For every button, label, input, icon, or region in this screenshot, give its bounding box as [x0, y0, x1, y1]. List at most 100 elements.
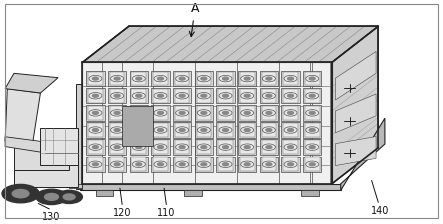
Circle shape	[158, 129, 163, 131]
Polygon shape	[195, 140, 213, 155]
Circle shape	[244, 163, 250, 166]
Polygon shape	[153, 140, 168, 154]
Circle shape	[288, 163, 293, 166]
Text: 110: 110	[157, 208, 175, 218]
Circle shape	[45, 194, 58, 200]
Circle shape	[136, 163, 142, 166]
Polygon shape	[108, 71, 126, 86]
Circle shape	[222, 163, 229, 166]
Polygon shape	[303, 71, 321, 86]
Polygon shape	[173, 157, 191, 172]
Polygon shape	[153, 72, 168, 85]
Polygon shape	[86, 105, 105, 121]
Circle shape	[179, 94, 185, 97]
Text: A: A	[189, 2, 199, 37]
Polygon shape	[153, 106, 168, 120]
Polygon shape	[40, 128, 78, 165]
Circle shape	[63, 194, 75, 200]
Polygon shape	[132, 89, 146, 103]
Polygon shape	[303, 157, 321, 172]
Circle shape	[93, 163, 98, 166]
Polygon shape	[153, 123, 168, 137]
Polygon shape	[238, 105, 256, 121]
Polygon shape	[197, 89, 211, 103]
Polygon shape	[238, 157, 256, 172]
Circle shape	[201, 94, 207, 97]
Polygon shape	[108, 88, 126, 103]
Polygon shape	[281, 105, 299, 121]
Polygon shape	[132, 106, 146, 120]
Polygon shape	[132, 72, 146, 85]
Polygon shape	[130, 140, 148, 155]
Polygon shape	[305, 106, 319, 120]
Circle shape	[179, 111, 185, 114]
Circle shape	[158, 146, 163, 149]
Polygon shape	[110, 123, 124, 137]
Polygon shape	[175, 72, 190, 85]
Polygon shape	[130, 122, 148, 138]
Circle shape	[266, 129, 272, 131]
Circle shape	[36, 189, 67, 205]
Circle shape	[136, 111, 142, 114]
Polygon shape	[5, 137, 47, 153]
Polygon shape	[261, 89, 276, 103]
Polygon shape	[130, 157, 148, 172]
Circle shape	[244, 77, 250, 80]
Polygon shape	[260, 140, 278, 155]
Polygon shape	[14, 154, 78, 187]
Polygon shape	[261, 123, 276, 137]
Polygon shape	[152, 140, 170, 155]
Polygon shape	[108, 157, 126, 172]
Polygon shape	[238, 88, 256, 103]
Polygon shape	[173, 140, 191, 155]
Polygon shape	[281, 157, 299, 172]
Circle shape	[266, 163, 272, 166]
Polygon shape	[260, 122, 278, 138]
Polygon shape	[195, 71, 213, 86]
Circle shape	[93, 129, 98, 131]
Polygon shape	[217, 157, 235, 172]
Circle shape	[136, 129, 142, 131]
Polygon shape	[260, 88, 278, 103]
Polygon shape	[175, 123, 190, 137]
Polygon shape	[122, 106, 153, 146]
Circle shape	[114, 146, 120, 149]
Polygon shape	[195, 157, 213, 172]
Polygon shape	[303, 122, 321, 138]
Polygon shape	[240, 140, 254, 154]
Circle shape	[2, 184, 39, 203]
Circle shape	[222, 111, 229, 114]
Polygon shape	[175, 140, 190, 154]
Polygon shape	[238, 71, 256, 86]
Polygon shape	[88, 89, 103, 103]
Circle shape	[222, 146, 229, 149]
Polygon shape	[110, 89, 124, 103]
Polygon shape	[261, 72, 276, 85]
Polygon shape	[110, 106, 124, 120]
Polygon shape	[130, 88, 148, 103]
Polygon shape	[108, 105, 126, 121]
Circle shape	[179, 163, 185, 166]
Circle shape	[93, 111, 98, 114]
Polygon shape	[88, 106, 103, 120]
Polygon shape	[283, 72, 298, 85]
Polygon shape	[173, 105, 191, 121]
Text: 120: 120	[113, 208, 132, 218]
Polygon shape	[261, 140, 276, 154]
Circle shape	[158, 111, 163, 114]
Circle shape	[158, 163, 163, 166]
Polygon shape	[197, 140, 211, 154]
Circle shape	[93, 146, 98, 149]
Polygon shape	[281, 88, 299, 103]
Polygon shape	[88, 123, 103, 137]
Circle shape	[114, 129, 120, 131]
Polygon shape	[303, 88, 321, 103]
Circle shape	[201, 146, 207, 149]
Polygon shape	[305, 123, 319, 137]
Polygon shape	[341, 118, 385, 190]
Polygon shape	[82, 62, 332, 184]
Polygon shape	[197, 123, 211, 137]
Polygon shape	[195, 105, 213, 121]
Polygon shape	[86, 88, 105, 103]
Circle shape	[93, 77, 98, 80]
